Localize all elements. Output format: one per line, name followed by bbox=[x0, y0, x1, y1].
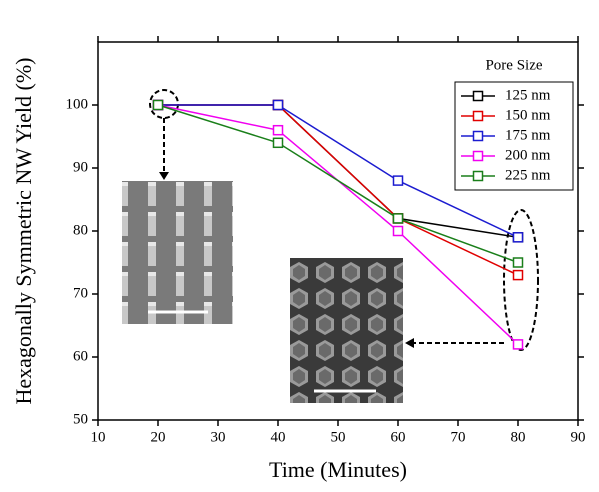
y-tick-label: 60 bbox=[73, 348, 88, 364]
marker bbox=[392, 225, 404, 237]
series-line bbox=[158, 104, 519, 238]
marker bbox=[512, 232, 524, 243]
annotations bbox=[149, 89, 539, 351]
x-tick-label: 60 bbox=[391, 429, 406, 445]
legend-label: 150 nm bbox=[505, 107, 551, 123]
marker bbox=[272, 124, 284, 136]
y-axis-label: Hexagonally Symmetric NW Yield (%) bbox=[11, 57, 36, 404]
legend-marker bbox=[472, 150, 484, 162]
x-tick-label: 30 bbox=[211, 429, 226, 445]
x-tick-label: 10 bbox=[91, 429, 106, 445]
marker bbox=[152, 99, 164, 111]
highlight-ellipse bbox=[503, 209, 539, 351]
legend-label: 175 nm bbox=[505, 127, 551, 143]
arrow-head bbox=[159, 172, 169, 180]
x-tick-label: 50 bbox=[331, 429, 346, 445]
marker bbox=[272, 137, 284, 149]
sem-image bbox=[122, 181, 233, 324]
x-tick-label: 40 bbox=[271, 429, 286, 445]
arrow-head bbox=[405, 338, 414, 348]
legend-label: 200 nm bbox=[505, 147, 551, 163]
y-tick-label: 100 bbox=[66, 96, 89, 112]
legend-marker bbox=[472, 90, 484, 102]
legend-title: Pore Size bbox=[485, 57, 542, 73]
legend-marker bbox=[472, 110, 484, 122]
legend-label: 125 nm bbox=[505, 87, 551, 103]
x-tick-label: 20 bbox=[151, 429, 166, 445]
y-tick-label: 50 bbox=[73, 411, 88, 427]
legend-marker bbox=[472, 170, 484, 182]
x-tick-label: 80 bbox=[511, 429, 526, 445]
x-tick-label: 70 bbox=[451, 429, 466, 445]
legend-label: 225 nm bbox=[505, 167, 551, 183]
sem-image bbox=[290, 258, 403, 403]
series-line bbox=[157, 104, 519, 264]
x-tick-label: 90 bbox=[571, 429, 586, 445]
y-tick-label: 90 bbox=[73, 159, 88, 175]
legend-marker bbox=[472, 130, 484, 142]
marker bbox=[512, 269, 524, 281]
marker bbox=[392, 175, 404, 186]
x-axis-label: Time (Minutes) bbox=[269, 457, 407, 482]
highlight-circle bbox=[149, 89, 179, 119]
marker bbox=[392, 213, 404, 224]
marker bbox=[512, 257, 524, 268]
inset-images bbox=[122, 181, 403, 403]
y-tick-label: 70 bbox=[73, 285, 88, 301]
marker bbox=[272, 99, 284, 111]
marker bbox=[512, 339, 524, 350]
y-tick-label: 80 bbox=[73, 222, 88, 238]
